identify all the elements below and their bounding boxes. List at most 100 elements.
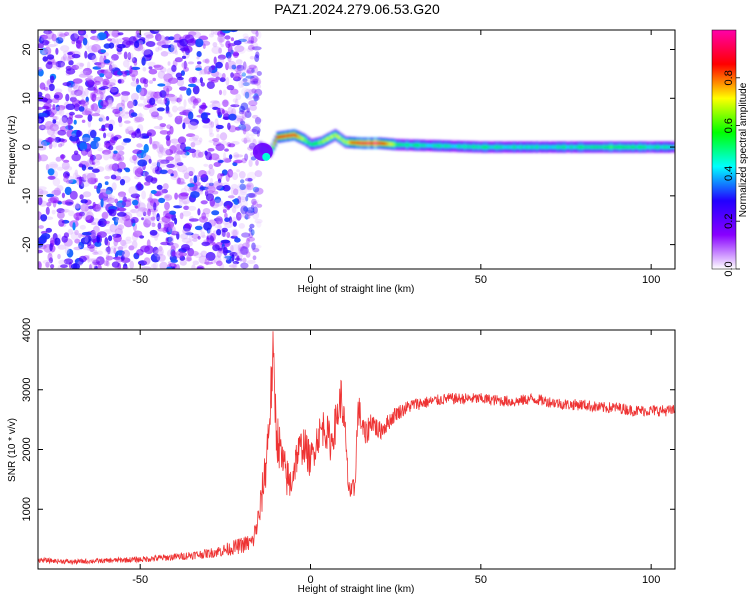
noise-speckle	[116, 102, 126, 111]
noise-speckle	[249, 80, 259, 85]
noise-speckle	[107, 38, 112, 42]
noise-speckle	[44, 121, 54, 130]
noise-speckle	[245, 70, 252, 74]
noise-speckle	[118, 157, 123, 161]
noise-speckle	[252, 65, 258, 74]
noise-speckle	[241, 232, 251, 238]
noise-speckle	[200, 69, 208, 75]
noise-speckle	[164, 223, 171, 233]
noise-speckle	[68, 179, 77, 185]
noise-speckle	[152, 210, 157, 219]
noise-speckle	[136, 167, 143, 175]
noise-speckle	[115, 218, 120, 223]
noise-speckle	[235, 59, 243, 65]
noise-speckle	[151, 222, 156, 227]
noise-speckle	[107, 97, 113, 106]
noise-speckle	[170, 230, 179, 236]
noise-speckle	[41, 39, 50, 46]
noise-speckle	[226, 84, 235, 91]
spectrogram-x-tick-label: 50	[475, 274, 487, 286]
noise-speckle	[118, 194, 125, 199]
noise-speckle	[153, 249, 164, 257]
noise-speckle	[248, 207, 253, 212]
noise-speckle	[232, 262, 238, 269]
noise-speckle	[245, 195, 249, 202]
noise-speckle	[94, 265, 98, 269]
spectrogram-x-tick-label: 100	[642, 274, 660, 286]
noise-speckle	[138, 88, 145, 97]
noise-speckle	[148, 66, 153, 70]
noise-speckle	[202, 43, 206, 49]
noise-speckle	[218, 36, 223, 46]
noise-speckle	[201, 212, 207, 220]
noise-speckle	[240, 102, 249, 111]
noise-speckle	[53, 94, 60, 99]
noise-speckle	[73, 103, 80, 112]
noise-speckle	[237, 243, 245, 252]
noise-speckle	[176, 177, 185, 185]
noise-speckle	[96, 141, 101, 148]
noise-speckle	[117, 116, 123, 124]
noise-speckle	[184, 45, 193, 53]
noise-speckle	[84, 108, 93, 116]
noise-speckle	[115, 202, 123, 209]
noise-speckle	[177, 177, 181, 184]
noise-speckle	[53, 187, 61, 196]
noise-speckle	[129, 209, 140, 214]
noise-speckle	[210, 153, 220, 161]
noise-speckle	[153, 64, 162, 68]
snr-x-tick-label: 100	[642, 574, 660, 586]
noise-speckle	[206, 185, 216, 193]
noise-speckle	[66, 248, 74, 258]
noise-speckle	[152, 246, 159, 255]
noise-speckle	[146, 217, 155, 225]
noise-speckle	[221, 73, 226, 80]
noise-speckle	[58, 219, 65, 227]
noise-speckle	[157, 35, 166, 44]
noise-speckle	[154, 94, 159, 102]
noise-speckle	[194, 225, 203, 231]
noise-speckle	[247, 40, 254, 44]
noise-speckle	[138, 40, 144, 47]
noise-speckle	[247, 66, 253, 71]
noise-speckle	[188, 170, 194, 177]
noise-speckle	[156, 96, 163, 104]
noise-speckle	[164, 201, 170, 211]
noise-speckle	[179, 212, 184, 220]
noise-speckle	[240, 246, 249, 256]
noise-speckle	[251, 68, 255, 73]
noise-speckle	[224, 35, 231, 40]
noise-speckle	[192, 85, 200, 95]
noise-speckle	[229, 30, 238, 33]
noise-speckle	[62, 82, 72, 87]
noise-speckle	[141, 190, 147, 200]
noise-speckle	[80, 199, 88, 204]
noise-speckle	[244, 153, 249, 161]
noise-speckle	[210, 121, 215, 128]
noise-speckle	[47, 175, 56, 180]
noise-speckle	[78, 176, 82, 186]
noise-speckle	[183, 60, 187, 70]
noise-speckle	[130, 112, 138, 117]
noise-speckle	[256, 84, 262, 89]
noise-speckle	[149, 106, 159, 116]
noise-speckle	[160, 147, 171, 156]
noise-speckle	[253, 264, 259, 269]
noise-speckle	[68, 111, 75, 116]
noise-speckle	[149, 136, 153, 145]
noise-speckle	[60, 154, 65, 161]
noise-speckle	[157, 222, 162, 230]
noise-speckle	[108, 163, 116, 170]
noise-speckle	[72, 82, 80, 91]
noise-speckle	[132, 71, 139, 76]
noise-speckle	[205, 151, 212, 161]
noise-speckle	[135, 84, 142, 94]
noise-speckle	[207, 148, 215, 152]
noise-speckle	[60, 62, 65, 68]
spectrogram-y-label: Frequency (Hz)	[7, 116, 18, 185]
spectrogram-y-tick-label: -10	[21, 188, 33, 204]
noise-speckle	[81, 231, 92, 236]
noise-speckle	[84, 87, 89, 97]
noise-speckle	[63, 165, 73, 171]
noise-speckle	[153, 202, 157, 211]
